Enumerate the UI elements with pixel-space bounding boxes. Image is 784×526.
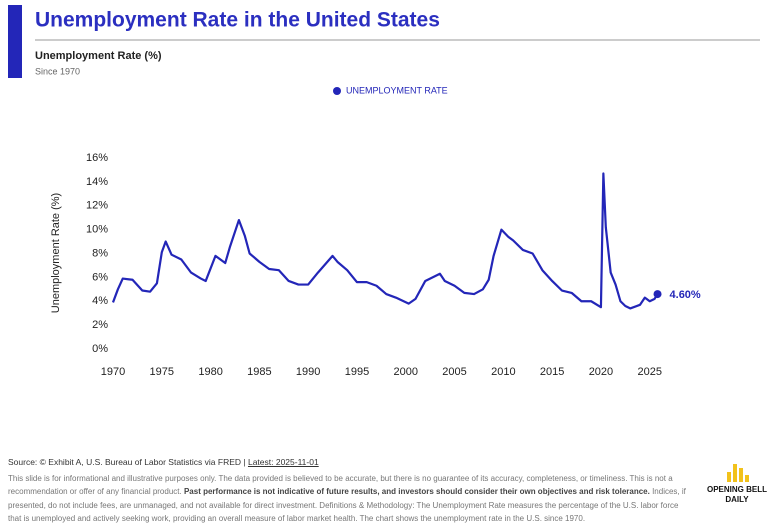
y-axis-label: Unemployment Rate (%) [50, 193, 62, 313]
y-tick-label: 10% [86, 224, 108, 236]
last-point [653, 290, 662, 299]
x-tick-label: 1985 [247, 366, 271, 378]
x-tick-label: 1980 [198, 366, 222, 378]
y-tick-label: 2% [92, 319, 108, 331]
x-tick-label: 1995 [345, 366, 369, 378]
legend-label: UNEMPLOYMENT RATE [346, 85, 448, 95]
logo-bar [727, 472, 731, 482]
disclaimer-bold: Past performance is not indicative of fu… [183, 487, 650, 496]
footer: Source: © Exhibit A, U.S. Bureau of Labo… [8, 456, 688, 526]
y-tick-label: 16% [86, 152, 108, 164]
source-text: Source: © Exhibit A, U.S. Bureau of Labo… [8, 457, 248, 467]
logo-bar [739, 468, 743, 482]
line [111, 172, 659, 310]
x-tick-label: 2020 [589, 366, 613, 378]
logo-text: DAILY [725, 495, 749, 504]
y-tick-label: 0% [92, 343, 108, 355]
title-bar [8, 5, 22, 78]
x-tick-label: 2005 [442, 366, 466, 378]
note: Since 1970 [35, 66, 80, 76]
y-tick-label: 12% [86, 200, 108, 212]
disclaimer-text: This slide is for informational and illu… [8, 473, 673, 497]
chart-title: Unemployment Rate in the United States [35, 9, 440, 32]
logo: OPENING BELL DAILY [707, 464, 767, 504]
latest-date: Latest: 2025-11-01 [247, 457, 319, 467]
source: Source: © Exhibit A, U.S. Bureau of Labo… [8, 456, 688, 470]
legend-marker [333, 87, 341, 95]
disclaimer: This slide is for informational and illu… [8, 472, 688, 526]
x-tick-label: 1970 [101, 366, 125, 378]
x-tick-label: 2010 [491, 366, 515, 378]
logo-bar [733, 464, 737, 482]
x-tick-label: 1975 [150, 366, 174, 378]
value-label: 4.60% [670, 289, 701, 301]
y-tick-label: 4% [92, 295, 108, 307]
logo-bar [745, 475, 749, 482]
disclaimer-text: Indices, if presented, do not include fe… [8, 487, 686, 523]
subtitle: Unemployment Rate (%) [35, 50, 162, 62]
logo-text: OPENING BELL [707, 485, 767, 494]
y-tick-label: 14% [86, 176, 108, 188]
y-tick-label: 6% [92, 271, 108, 283]
y-tick-label: 8% [92, 247, 108, 259]
x-tick-label: 2000 [394, 366, 418, 378]
x-tick-label: 2025 [637, 366, 661, 378]
x-tick-label: 2015 [540, 366, 564, 378]
x-tick-label: 1990 [296, 366, 320, 378]
